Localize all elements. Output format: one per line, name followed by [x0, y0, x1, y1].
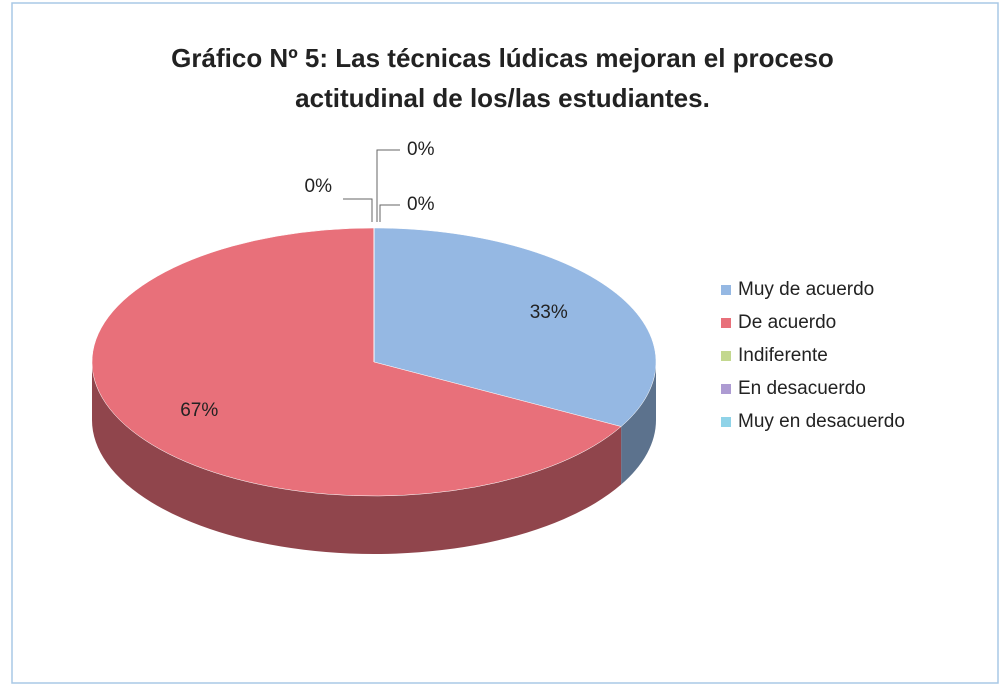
data-label: 33% [530, 302, 568, 323]
legend-swatch [721, 417, 731, 427]
chart-title: Gráfico Nº 5: Las técnicas lúdicas mejor… [171, 43, 834, 113]
data-label: 0% [407, 139, 435, 160]
legend-swatch [721, 351, 731, 361]
legend-swatch [721, 285, 731, 295]
legend-swatch [721, 384, 731, 394]
slice-side [621, 362, 656, 485]
leader-line [343, 198, 373, 222]
slice [91, 227, 622, 497]
leader-line [379, 204, 400, 222]
legend-label: Indiferente [738, 345, 828, 366]
slice [373, 227, 657, 427]
legend-label: Muy de acuerdo [738, 279, 874, 300]
slice-side [92, 362, 622, 554]
data-label: 0% [305, 176, 333, 197]
data-label: 67% [180, 400, 218, 421]
chart-border [11, 2, 999, 684]
leader-line [376, 149, 400, 222]
legend-label: Muy en desacuerdo [738, 411, 905, 432]
legend-swatch [721, 318, 731, 328]
legend-label: De acuerdo [738, 312, 836, 333]
legend-label: En desacuerdo [738, 378, 866, 399]
data-label: 0% [407, 194, 435, 215]
